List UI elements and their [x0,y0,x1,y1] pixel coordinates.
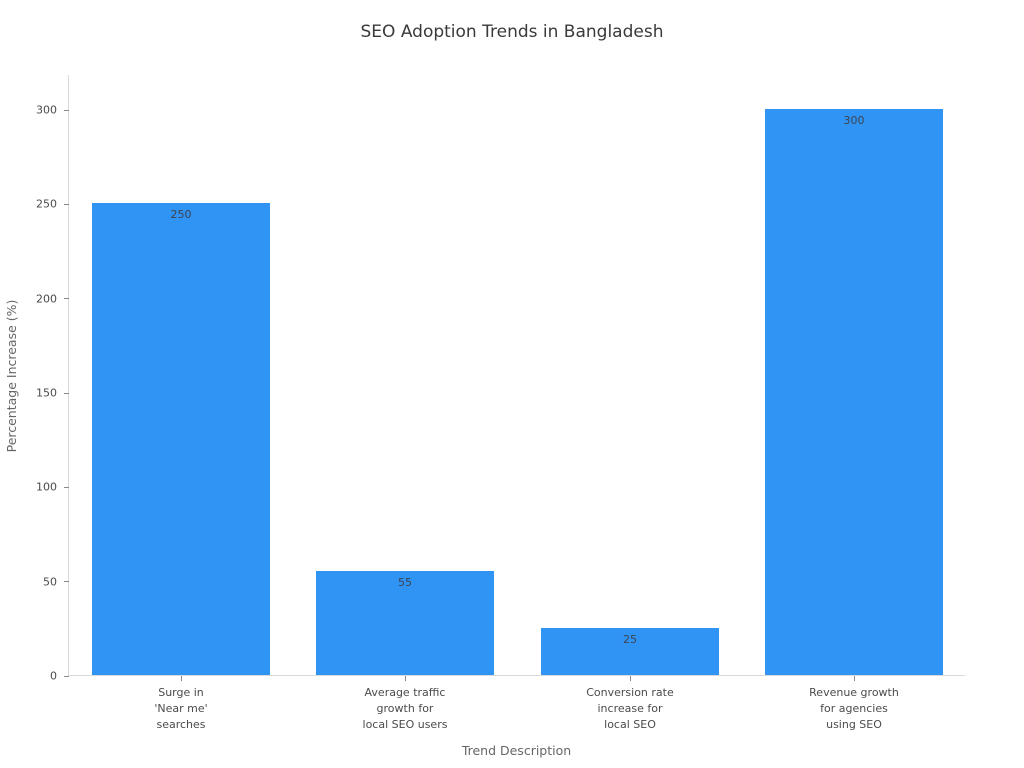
y-tick-label: 300 [36,103,57,117]
y-tick-label: 0 [50,669,57,683]
x-tick-label-line: increase for [597,702,663,715]
x-tick-mark [630,676,631,681]
bar-3 [765,109,943,675]
x-tick-label-line: for agencies [820,702,888,715]
y-tick-mark [64,675,69,677]
bar-value-label: 250 [170,208,192,221]
x-tick-label-line: local SEO users [362,718,448,731]
bar-value-label: 300 [843,114,865,127]
x-axis-title: Trend Description [461,743,572,758]
bar-0 [92,203,270,675]
x-tick-label: Average traffic growth for local SEO users [305,685,505,733]
y-tick-label: 150 [36,386,57,400]
x-tick-label: Revenue growth for agencies using SEO [754,685,954,733]
x-tick-label-line: local SEO [604,718,656,731]
y-tick-label: 250 [36,197,57,211]
y-tick-label: 200 [36,292,57,306]
bar-1 [316,571,494,675]
y-tick-mark [64,486,69,488]
x-tick-label-line: Average traffic [364,686,446,699]
x-tick-label-line: Revenue growth [809,686,899,699]
x-tick-label-line: searches [156,718,206,731]
x-tick-label: Surge in 'Near me' searches [81,685,281,733]
y-tick-label: 50 [43,575,57,589]
x-tick-label-line: Conversion rate [586,686,674,699]
x-tick-label-line: growth for [376,702,434,715]
y-axis-title: Percentage Increase (%) [4,299,19,453]
bar-value-label: 25 [623,633,637,646]
x-tick-mark [854,676,855,681]
x-tick-label-line: Surge in [158,686,204,699]
x-tick-label-line: 'Near me' [154,702,208,715]
y-tick-mark [64,392,69,394]
x-tick-label-line: using SEO [826,718,882,731]
bar-value-label: 55 [398,576,412,589]
y-tick-mark [64,109,69,111]
x-tick-label: Conversion rate increase for local SEO [530,685,730,733]
y-tick-label: 100 [36,480,57,494]
plot-area: 0 50 100 150 200 250 300 250 55 25 300 Surge in 'N… [36,75,965,731]
x-tick-mark [181,676,182,681]
y-tick-mark [64,581,69,583]
bar-2 [541,628,719,675]
x-tick-mark [405,676,406,681]
y-tick-mark [64,298,69,300]
y-tick-mark [64,203,69,205]
chart-title: SEO Adoption Trends in Bangladesh [360,22,664,42]
